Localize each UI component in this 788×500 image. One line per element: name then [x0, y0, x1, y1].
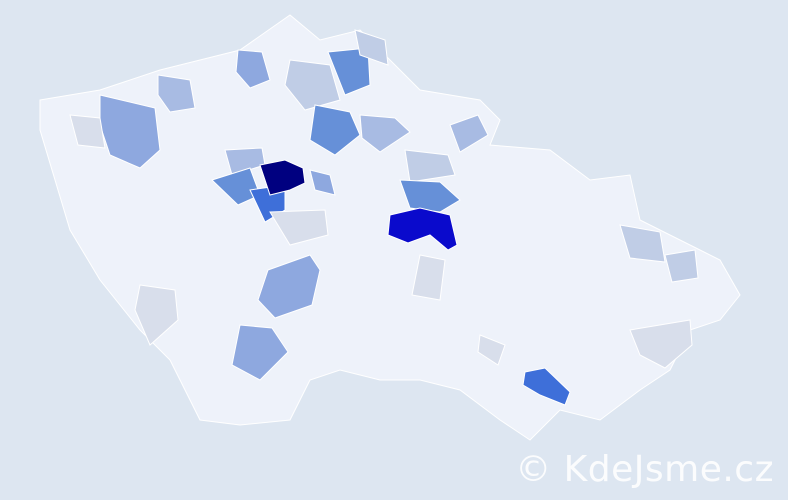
district — [284, 59, 341, 111]
district — [309, 169, 336, 196]
district-dark — [387, 207, 458, 251]
district — [327, 47, 371, 96]
district — [235, 49, 271, 89]
district — [619, 224, 666, 263]
district — [411, 254, 446, 301]
district — [449, 114, 489, 153]
districts — [69, 29, 699, 406]
district — [522, 367, 571, 406]
district — [231, 324, 289, 381]
district-darkest — [259, 159, 306, 196]
district — [309, 104, 361, 156]
district — [404, 149, 456, 183]
district — [664, 249, 699, 283]
district — [354, 29, 389, 66]
watermark: © KdeJsme.cz — [515, 449, 774, 490]
district — [69, 114, 106, 149]
district — [629, 319, 693, 369]
district — [359, 114, 411, 153]
district — [477, 334, 506, 366]
district — [269, 209, 329, 246]
district — [257, 254, 321, 319]
district — [157, 74, 196, 113]
district — [134, 284, 179, 346]
district — [399, 179, 461, 213]
